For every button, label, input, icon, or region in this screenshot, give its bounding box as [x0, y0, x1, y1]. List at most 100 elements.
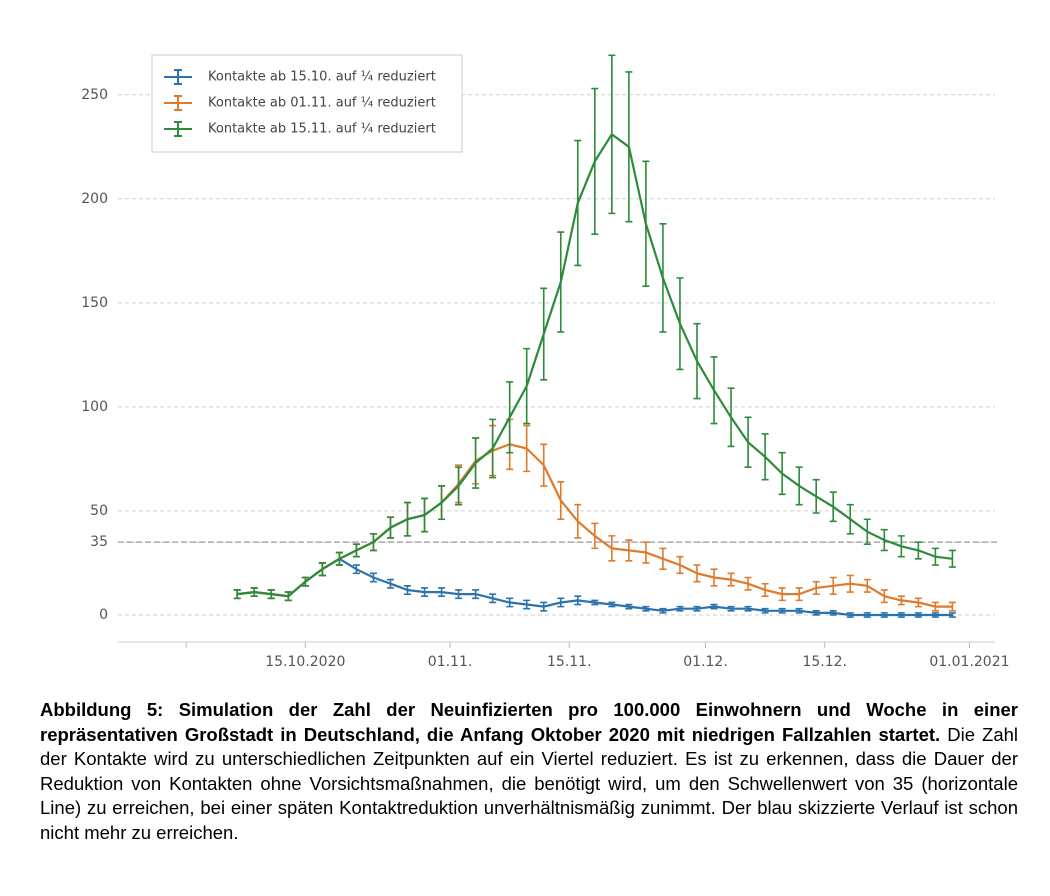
error-bar: [540, 443, 548, 487]
error-bar: [880, 589, 888, 604]
error-bar: [421, 587, 429, 598]
x-tick-label: 15.10.2020: [265, 654, 345, 670]
error-bar: [557, 597, 565, 608]
error-bar: [761, 582, 769, 598]
error-bar: [233, 589, 241, 600]
y-tick-label: 150: [81, 295, 108, 311]
y-tick-label: 100: [81, 399, 108, 415]
legend-swatch: [164, 95, 192, 111]
error-bar: [403, 585, 411, 595]
error-bar: [540, 601, 548, 612]
error-bar: [795, 607, 803, 614]
error-bar: [642, 160, 650, 287]
error-bar: [574, 503, 582, 539]
error-bar: [880, 612, 888, 618]
error-bar: [812, 580, 820, 595]
error-bar: [693, 322, 701, 400]
error-bar: [523, 424, 531, 473]
error-bar: [914, 541, 922, 560]
error-bar: [897, 535, 905, 558]
error-bar: [369, 572, 377, 583]
error-bar: [727, 605, 735, 612]
error-bar: [659, 607, 667, 614]
error-bar: [523, 347, 531, 425]
error-bar: [608, 535, 616, 562]
error-bar: [574, 139, 582, 267]
legend-swatch: [164, 121, 192, 137]
error-bar: [676, 605, 684, 612]
x-tick-label: 01.01.2021: [929, 654, 1009, 670]
error-bar: [284, 591, 292, 602]
error-bar: [676, 555, 684, 575]
error-bar: [301, 576, 309, 587]
error-bar: [386, 516, 394, 539]
caption-text: Die Zahl der Kontakte wird zu unterschie…: [40, 723, 1019, 843]
error-bar: [710, 356, 718, 425]
error-bar: [352, 543, 360, 558]
legend: Kontakte ab 15.10. auf ¼ reduziert Kontak…: [151, 54, 463, 153]
error-bar: [523, 599, 531, 610]
error-bar: [472, 589, 480, 600]
error-bar: [557, 480, 565, 521]
error-bar: [761, 433, 769, 481]
series-line: [237, 557, 953, 617]
error-bar: [863, 578, 871, 593]
error-bar: [710, 603, 718, 610]
chart: 0 35 50 100 150 200 250 15.10.2020 01.11. 15.11. 0…: [81, 54, 1010, 670]
y-tick-label: 50: [90, 503, 108, 519]
error-bar: [693, 564, 701, 583]
error-bar: [948, 549, 956, 568]
error-bar: [335, 551, 343, 566]
error-bar: [931, 601, 939, 612]
error-bar: [795, 466, 803, 506]
error-bar: [421, 497, 429, 533]
legend-label: Kontakte ab 15.11. auf ¼ reduziert: [208, 122, 436, 137]
error-bar: [727, 572, 735, 587]
error-bar: [744, 576, 752, 591]
error-bar: [591, 522, 599, 550]
error-bar: [880, 528, 888, 552]
error-bar: [659, 547, 667, 570]
error-bar: [318, 562, 326, 577]
x-tick-label: 01.11.: [428, 654, 473, 670]
caption: Abbildung 5: Simulation der Zahl der Neu…: [40, 698, 1018, 845]
error-bar: [812, 478, 820, 514]
x-tick-label: 15.12.: [802, 654, 847, 670]
error-bar: [642, 541, 650, 564]
error-bar: [625, 603, 633, 610]
legend-label: Kontakte ab 01.11. auf ¼ reduziert: [208, 96, 436, 111]
error-bar: [829, 609, 837, 616]
legend-swatch: [164, 69, 192, 85]
error-bar: [914, 612, 922, 618]
error-bar: [846, 612, 854, 618]
legend-box: [151, 54, 463, 153]
error-bar: [863, 518, 871, 546]
error-bar: [472, 437, 480, 489]
error-bar: [795, 587, 803, 602]
y-tick-label: 0: [99, 607, 108, 623]
error-bar: [438, 485, 446, 521]
error-bar: [489, 418, 497, 479]
error-bar: [369, 533, 377, 552]
error-bar: [778, 451, 786, 496]
caption-bold: Abbildung 5: Simulation der Zahl der Neu…: [40, 699, 1018, 745]
error-bar: [540, 287, 548, 381]
error-bar: [846, 574, 854, 593]
error-bar: [710, 568, 718, 587]
error-bar: [744, 605, 752, 612]
error-bar: [506, 381, 514, 454]
error-bar: [267, 589, 275, 600]
error-bar: [812, 609, 820, 616]
error-bar: [897, 595, 905, 606]
error-bar: [352, 564, 360, 575]
legend-label: Kontakte ab 15.10. auf ¼ reduziert: [208, 70, 436, 85]
error-bar: [744, 416, 752, 469]
y-tick-label: 250: [81, 87, 108, 103]
error-bar: [591, 599, 599, 606]
error-bar: [403, 501, 411, 537]
error-bar: [948, 601, 956, 612]
error-bar: [778, 607, 786, 614]
error-bar: [506, 597, 514, 608]
error-bar: [693, 605, 701, 612]
